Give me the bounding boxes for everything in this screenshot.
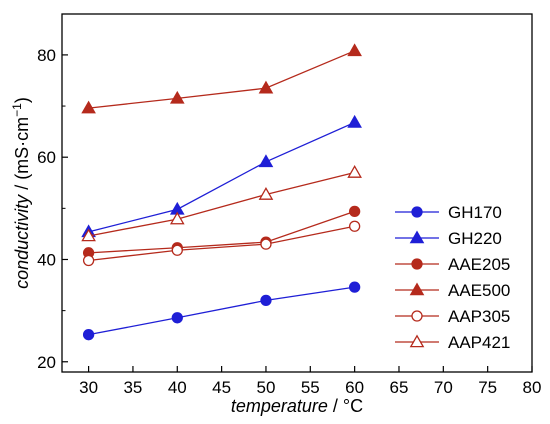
y-axis-title-unit-close: ) bbox=[12, 97, 32, 103]
data-point-aap305 bbox=[260, 238, 272, 250]
legend-label: AAE500 bbox=[448, 281, 510, 300]
y-axis-ticks: 20 40 60 80 bbox=[37, 46, 68, 372]
data-point-gh170 bbox=[171, 312, 183, 324]
data-point-gh220 bbox=[347, 114, 362, 128]
data-point-aae500 bbox=[81, 100, 96, 114]
series-line-gh220 bbox=[88, 121, 355, 233]
y-tick-label: 80 bbox=[37, 46, 56, 65]
legend-item-gh220: GH220 bbox=[395, 229, 502, 248]
series-line-aae500 bbox=[88, 50, 355, 109]
legend-label: AAP421 bbox=[448, 333, 510, 352]
y-axis-title-variable: conductivity bbox=[12, 194, 32, 289]
data-point-aap421 bbox=[347, 165, 362, 178]
x-axis-title-unit: / °C bbox=[328, 396, 363, 416]
data-point-gh170 bbox=[260, 294, 272, 307]
series-layer bbox=[81, 43, 362, 341]
data-point-aae500 bbox=[169, 90, 185, 104]
legend-item-aae205: AAE205 bbox=[395, 255, 510, 274]
legend-item-aae500: AAE500 bbox=[395, 281, 510, 300]
x-tick-label: 35 bbox=[123, 378, 142, 397]
data-point-aae500 bbox=[258, 80, 274, 94]
data-point-aap305 bbox=[171, 244, 183, 256]
legend-item-aap305: AAP305 bbox=[395, 307, 510, 326]
data-point-aae500 bbox=[347, 43, 362, 57]
x-tick-label: 70 bbox=[434, 378, 453, 397]
series-gh220 bbox=[81, 114, 362, 238]
series-gh170 bbox=[82, 281, 361, 341]
data-point-gh170 bbox=[348, 281, 361, 293]
series-aap305 bbox=[82, 220, 361, 267]
legend-marker bbox=[409, 230, 425, 244]
legend-marker bbox=[411, 258, 423, 270]
x-tick-label: 55 bbox=[301, 378, 320, 397]
series-aae205 bbox=[82, 205, 361, 259]
legend-item-aap421: AAP421 bbox=[395, 333, 510, 352]
legend-label: GH170 bbox=[448, 203, 502, 222]
y-axis-title-unit-exponent: −1 bbox=[10, 103, 24, 117]
series-line-aap305 bbox=[88, 225, 355, 262]
data-point-aap305 bbox=[348, 220, 361, 232]
legend-marker bbox=[409, 282, 425, 296]
x-tick-label: 50 bbox=[257, 378, 276, 397]
data-point-gh170 bbox=[82, 329, 95, 341]
x-tick-label: 65 bbox=[390, 378, 409, 397]
series-aae500 bbox=[81, 43, 362, 114]
legend: GH170 GH220 AAE205 AAE500 AAP305 AAP421 bbox=[395, 203, 510, 352]
legend-marker bbox=[411, 310, 423, 322]
x-axis-title-variable: temperature bbox=[231, 396, 328, 416]
y-tick-label: 40 bbox=[37, 250, 56, 269]
data-point-aap421 bbox=[258, 187, 274, 200]
y-tick-label: 60 bbox=[37, 148, 56, 167]
x-tick-label: 80 bbox=[523, 378, 542, 397]
data-point-aap421 bbox=[81, 228, 96, 242]
x-axis-title: temperature / °C bbox=[231, 396, 363, 416]
data-point-aap305 bbox=[82, 254, 95, 267]
x-axis-ticks: 30 35 40 45 50 55 60 65 70 75 80 bbox=[79, 366, 541, 397]
x-tick-label: 60 bbox=[345, 378, 364, 397]
plot-frame bbox=[61, 13, 533, 373]
legend-label: GH220 bbox=[448, 229, 502, 248]
x-tick-label: 75 bbox=[478, 378, 497, 397]
x-tick-label: 45 bbox=[212, 378, 231, 397]
y-axis-title-unit: / (mS·cm bbox=[12, 117, 32, 195]
x-tick-label: 40 bbox=[168, 378, 187, 397]
series-aap421 bbox=[81, 165, 362, 242]
data-point-aae205 bbox=[348, 205, 361, 218]
legend-label: AAE205 bbox=[448, 255, 510, 274]
legend-marker bbox=[411, 206, 423, 218]
legend-item-gh170: GH170 bbox=[395, 203, 502, 222]
legend-marker bbox=[409, 334, 425, 348]
series-line-gh170 bbox=[88, 286, 355, 336]
y-tick-label: 20 bbox=[37, 353, 56, 372]
x-tick-label: 30 bbox=[79, 378, 98, 397]
y-axis-title: conductivity / (mS·cm−1) bbox=[10, 97, 32, 289]
data-point-gh220 bbox=[258, 154, 274, 168]
series-line-aae205 bbox=[88, 210, 355, 254]
series-line-aap421 bbox=[88, 171, 355, 237]
data-point-aap421 bbox=[169, 211, 185, 225]
legend-label: AAP305 bbox=[448, 307, 510, 326]
